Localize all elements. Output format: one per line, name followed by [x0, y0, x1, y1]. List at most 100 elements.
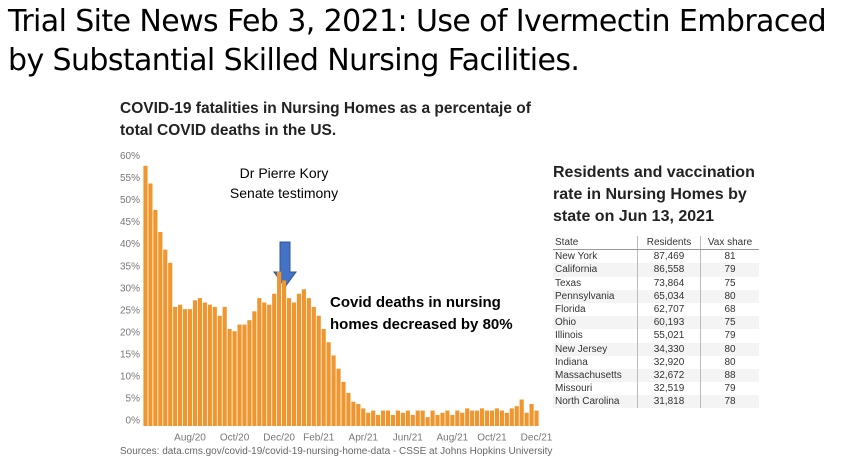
table-row: Florida 62,707 68	[553, 302, 759, 317]
bar	[143, 165, 148, 426]
x-tick-label: Dec/21	[521, 433, 553, 444]
table-cell: 31,818	[637, 395, 701, 409]
bar	[430, 410, 435, 426]
bar	[460, 412, 465, 426]
table-header: State Residents Vax share	[553, 236, 759, 251]
table-cell: New York	[555, 251, 598, 263]
table-cell: 32,519	[637, 382, 701, 396]
bar	[163, 249, 168, 426]
table-cell: North Carolina	[553, 395, 638, 409]
y-tick-label: 40%	[120, 239, 140, 250]
bar	[494, 408, 500, 426]
bar	[410, 414, 415, 426]
bar	[470, 410, 475, 426]
table-row: California 86,558 79	[553, 263, 759, 277]
bar	[148, 183, 153, 426]
bar	[420, 410, 425, 426]
table-cell: Florida	[555, 304, 586, 316]
x-tick-label: Dec/20	[263, 433, 295, 444]
bar	[306, 298, 311, 426]
table-cell: 65,034	[637, 289, 701, 303]
bar	[465, 408, 470, 426]
y-tick-label: 35%	[120, 261, 140, 272]
bar	[207, 304, 212, 426]
bar	[341, 381, 346, 426]
bar	[252, 311, 257, 426]
bar	[257, 298, 262, 426]
bar	[400, 412, 405, 426]
chart: 0% 5% 10% 15% 20% 25% 30% 35% 40% 45% 50% 55% 60% Aug…	[120, 151, 553, 444]
y-tick-label: 20%	[120, 327, 140, 338]
bar	[484, 410, 490, 426]
bar	[321, 328, 326, 426]
table-cell: 88	[700, 368, 759, 383]
table-cell: Massachusetts	[553, 368, 638, 383]
table-cell: 55,021	[637, 329, 701, 343]
column-header: Residents	[637, 236, 701, 251]
table-cell: 78	[700, 395, 759, 409]
table-row: Indiana 32,920 80	[553, 355, 759, 369]
table-cell: 79	[700, 263, 759, 277]
table-cell: 73,864	[637, 276, 701, 290]
bar	[247, 320, 252, 426]
bar	[311, 306, 316, 426]
bar	[272, 293, 277, 426]
table-cell: California	[553, 263, 638, 277]
x-tick-label: Feb/21	[303, 433, 335, 444]
bar	[390, 414, 396, 426]
y-tick-label: 30%	[120, 283, 140, 294]
table-cell: 87,469	[637, 249, 701, 264]
table: State Residents Vax share New York 87,469 81 C…	[553, 236, 759, 409]
table-row: Pennsylvania 65,034 80	[553, 289, 759, 303]
bar	[277, 271, 282, 426]
bar	[346, 392, 351, 426]
bar	[158, 231, 163, 426]
x-tick-label: Aug/20	[174, 433, 206, 444]
bar	[356, 403, 361, 426]
bar	[192, 300, 198, 426]
chart-title: COVID-19 fatalities in Nursing Homes as …	[120, 100, 531, 139]
y-tick-label: 10%	[120, 372, 140, 383]
column-header: State	[553, 236, 638, 251]
bar	[336, 368, 341, 426]
bar	[519, 399, 524, 426]
bar	[291, 302, 297, 426]
table-cell: 79	[700, 382, 759, 396]
bar	[301, 289, 306, 426]
table-cell: Ohio	[553, 316, 638, 330]
table-row: New York 87,469 81	[553, 249, 759, 264]
y-tick-label: 0%	[126, 416, 141, 427]
bar	[187, 309, 193, 426]
table-row: Illinois 55,021 79	[553, 329, 759, 343]
bar	[331, 355, 336, 426]
bar	[237, 324, 242, 426]
bar	[504, 412, 509, 426]
bar	[425, 417, 430, 426]
y-tick-label: 60%	[120, 151, 140, 162]
bar	[197, 298, 203, 426]
column-header: Vax share	[700, 236, 759, 251]
y-tick-label: 50%	[120, 195, 140, 206]
table-cell: New Jersey	[553, 342, 638, 356]
bar	[227, 328, 232, 426]
annotation: Dr Pierre Kory Senate testimony	[229, 165, 339, 201]
bar	[281, 280, 287, 426]
table-row: New Jersey 34,330 80	[553, 342, 759, 356]
table-cell: 32,920	[637, 355, 701, 369]
bar	[475, 410, 480, 426]
bar	[222, 306, 227, 426]
bar	[361, 408, 366, 426]
bar	[242, 324, 247, 426]
table-cell: Illinois	[555, 330, 583, 342]
x-tick-label: Jun/21	[393, 433, 423, 444]
bar	[326, 342, 331, 426]
y-tick-label: 45%	[120, 217, 140, 228]
x-tick-label: Apr/21	[349, 433, 379, 444]
table-cell: 80	[700, 342, 759, 356]
bar	[450, 414, 455, 426]
table-cell: 62,707	[637, 302, 701, 317]
bar	[534, 410, 539, 426]
bar	[440, 412, 445, 426]
source: Sources: data.cms.gov/covid-19/covid-19-…	[120, 446, 553, 457]
